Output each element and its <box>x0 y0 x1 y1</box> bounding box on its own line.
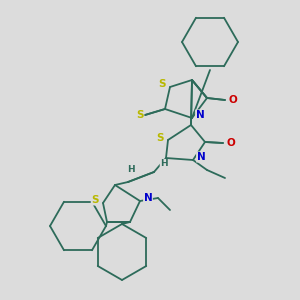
Text: S: S <box>136 110 144 120</box>
Text: N: N <box>144 193 152 203</box>
Text: H: H <box>127 166 135 175</box>
Text: N: N <box>196 152 206 162</box>
Text: O: O <box>226 138 236 148</box>
Text: H: H <box>160 160 168 169</box>
Text: S: S <box>158 79 166 89</box>
Text: N: N <box>196 110 204 120</box>
Text: S: S <box>91 195 99 205</box>
Text: S: S <box>156 133 164 143</box>
Text: O: O <box>229 95 237 105</box>
